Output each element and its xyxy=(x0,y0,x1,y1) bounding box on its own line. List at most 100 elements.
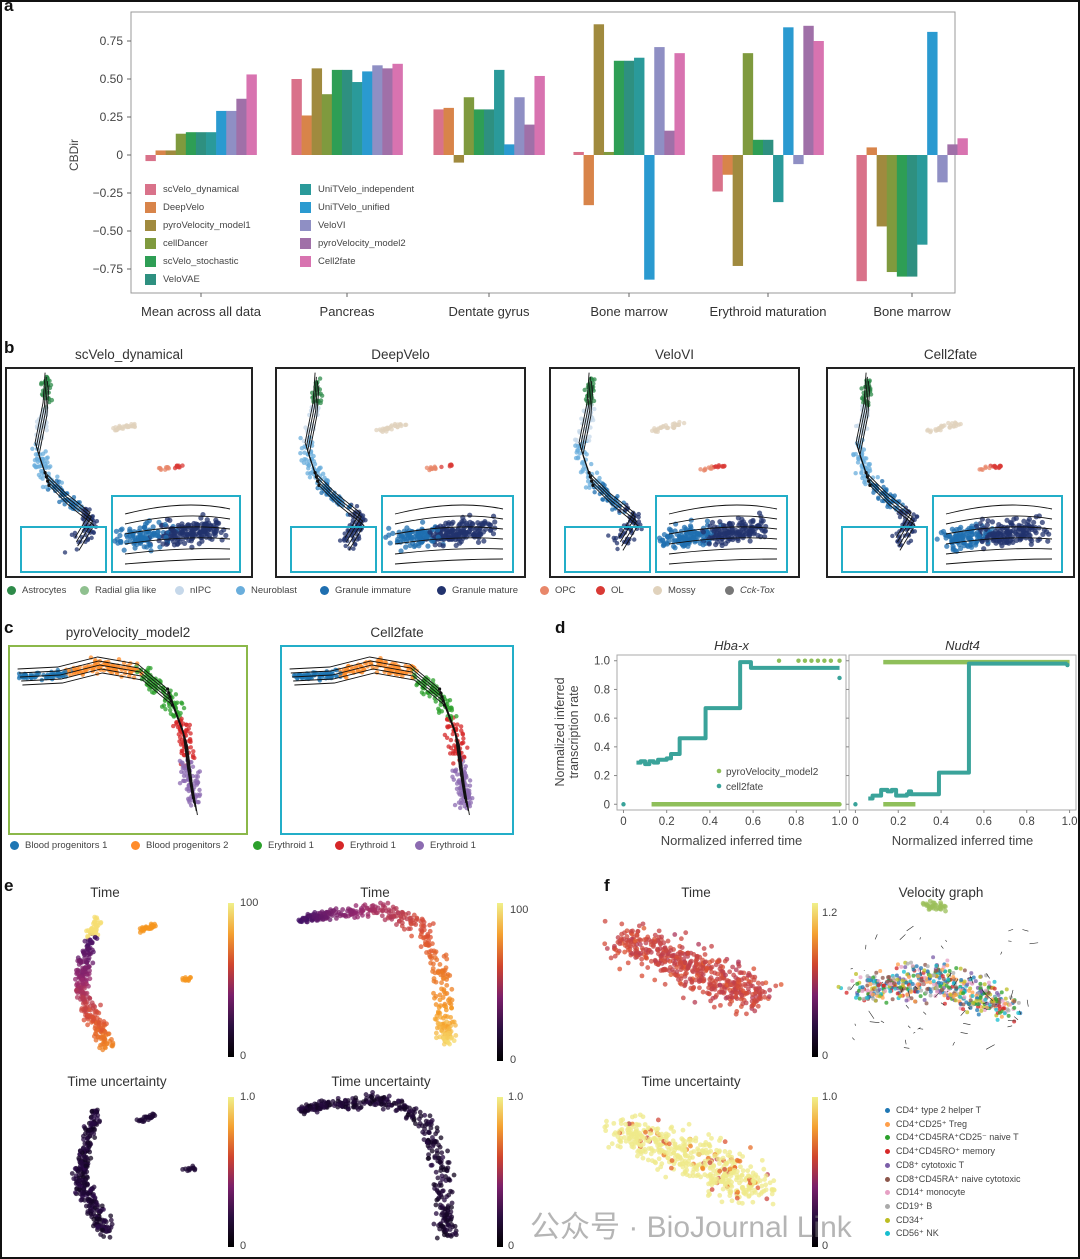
streamline xyxy=(945,548,1053,555)
cell-point xyxy=(403,544,409,550)
cell-point xyxy=(80,970,86,975)
cell-point xyxy=(350,669,356,674)
cell-point xyxy=(855,460,861,465)
cell-point xyxy=(98,1209,103,1214)
cell-point xyxy=(84,1181,90,1187)
cell-point xyxy=(658,425,663,430)
cell-point xyxy=(434,1017,439,1022)
cell-point xyxy=(433,465,438,471)
cell-point xyxy=(888,505,893,510)
cell-point xyxy=(443,1007,449,1013)
bar-velovi xyxy=(514,97,525,155)
legend-swatch xyxy=(145,256,156,267)
bar-velovi xyxy=(654,47,665,155)
legend-label: UniTVelo_unified xyxy=(318,202,390,213)
cell-point xyxy=(439,1173,445,1179)
bar-scvelo-stochastic xyxy=(331,69,343,155)
cell-point xyxy=(606,533,611,538)
streamline xyxy=(394,537,504,545)
cell-point xyxy=(440,1223,446,1229)
bar-velovae xyxy=(906,155,918,277)
x-tick-label: 0.6 xyxy=(745,816,761,828)
cell-point xyxy=(377,1097,383,1103)
cell-point xyxy=(445,1035,450,1041)
streamplot xyxy=(289,655,475,816)
cell-point xyxy=(28,672,34,677)
cell-point xyxy=(908,538,914,544)
legend-swatch xyxy=(145,220,156,231)
cell-point xyxy=(320,471,326,477)
cell-point xyxy=(450,731,456,737)
cell-point xyxy=(423,942,428,947)
streamline xyxy=(668,504,778,515)
cell-point xyxy=(457,521,463,527)
bar-pyrovelocity-model2 xyxy=(803,25,814,155)
cell-point xyxy=(198,515,204,521)
cell-point xyxy=(972,540,979,546)
panel-ef-scatter-plots xyxy=(69,898,1039,1241)
cell-point xyxy=(428,948,434,954)
cell-point xyxy=(1043,529,1050,535)
cell-point xyxy=(333,674,339,679)
cell-point xyxy=(355,914,361,920)
cell-point xyxy=(641,925,647,931)
bar-cell2fate xyxy=(674,53,685,155)
cell-point xyxy=(307,475,313,480)
bar-scvelo-stochastic xyxy=(896,155,908,277)
cell-point xyxy=(383,534,389,540)
cell-point xyxy=(358,910,364,916)
cell-point xyxy=(30,446,35,451)
cell-point xyxy=(80,981,86,987)
cell-point xyxy=(89,1000,95,1006)
cell-point xyxy=(680,543,687,549)
cell-point xyxy=(369,1098,375,1104)
legend-item: Cell2fate xyxy=(300,256,356,267)
cell-point xyxy=(308,1105,314,1111)
zoom-inset-small xyxy=(564,526,651,573)
cell-point xyxy=(447,1232,453,1238)
cell-point xyxy=(190,754,196,760)
cell-point xyxy=(418,944,424,950)
cell-point xyxy=(326,910,332,916)
panel-label-e: e xyxy=(4,876,14,895)
cell-point xyxy=(446,724,452,729)
legend-dot xyxy=(415,841,424,850)
cell-point xyxy=(435,534,441,540)
cell-point xyxy=(427,1113,433,1119)
cell-point xyxy=(402,1106,408,1112)
cell-point xyxy=(467,803,473,809)
cell-point xyxy=(578,470,584,475)
streamline xyxy=(945,537,1053,545)
bar-scvelo-dynamical xyxy=(145,155,156,162)
cell-point xyxy=(640,921,646,927)
cell-point xyxy=(433,1002,439,1007)
cell-point xyxy=(701,946,707,951)
cell-point xyxy=(441,1041,447,1047)
streamplot-frame xyxy=(549,367,800,578)
zoom-inset-small xyxy=(20,526,107,573)
cell-point xyxy=(433,1202,439,1208)
cell-point xyxy=(736,959,741,965)
cell-point xyxy=(449,1005,454,1011)
cell-point xyxy=(358,663,363,669)
cell-point xyxy=(588,376,593,382)
cell-point xyxy=(319,490,324,495)
cell-point xyxy=(427,694,432,699)
cell-point xyxy=(426,1155,432,1161)
cell-point xyxy=(735,531,741,538)
cell-point xyxy=(85,946,91,952)
cell-point xyxy=(89,1109,95,1114)
legend-swatch xyxy=(300,256,311,267)
cell-point xyxy=(385,915,391,921)
streamline xyxy=(668,537,778,545)
cell-point xyxy=(636,514,641,520)
legend-label: OL xyxy=(611,585,624,596)
series-line-cell2fate xyxy=(868,661,1068,801)
cell-point xyxy=(394,1107,400,1113)
cell-point xyxy=(385,900,391,906)
cell-point xyxy=(89,926,94,932)
cell-point xyxy=(95,1202,100,1208)
cell-point xyxy=(391,906,397,912)
cell-point xyxy=(597,475,602,481)
cell-point xyxy=(439,464,444,470)
